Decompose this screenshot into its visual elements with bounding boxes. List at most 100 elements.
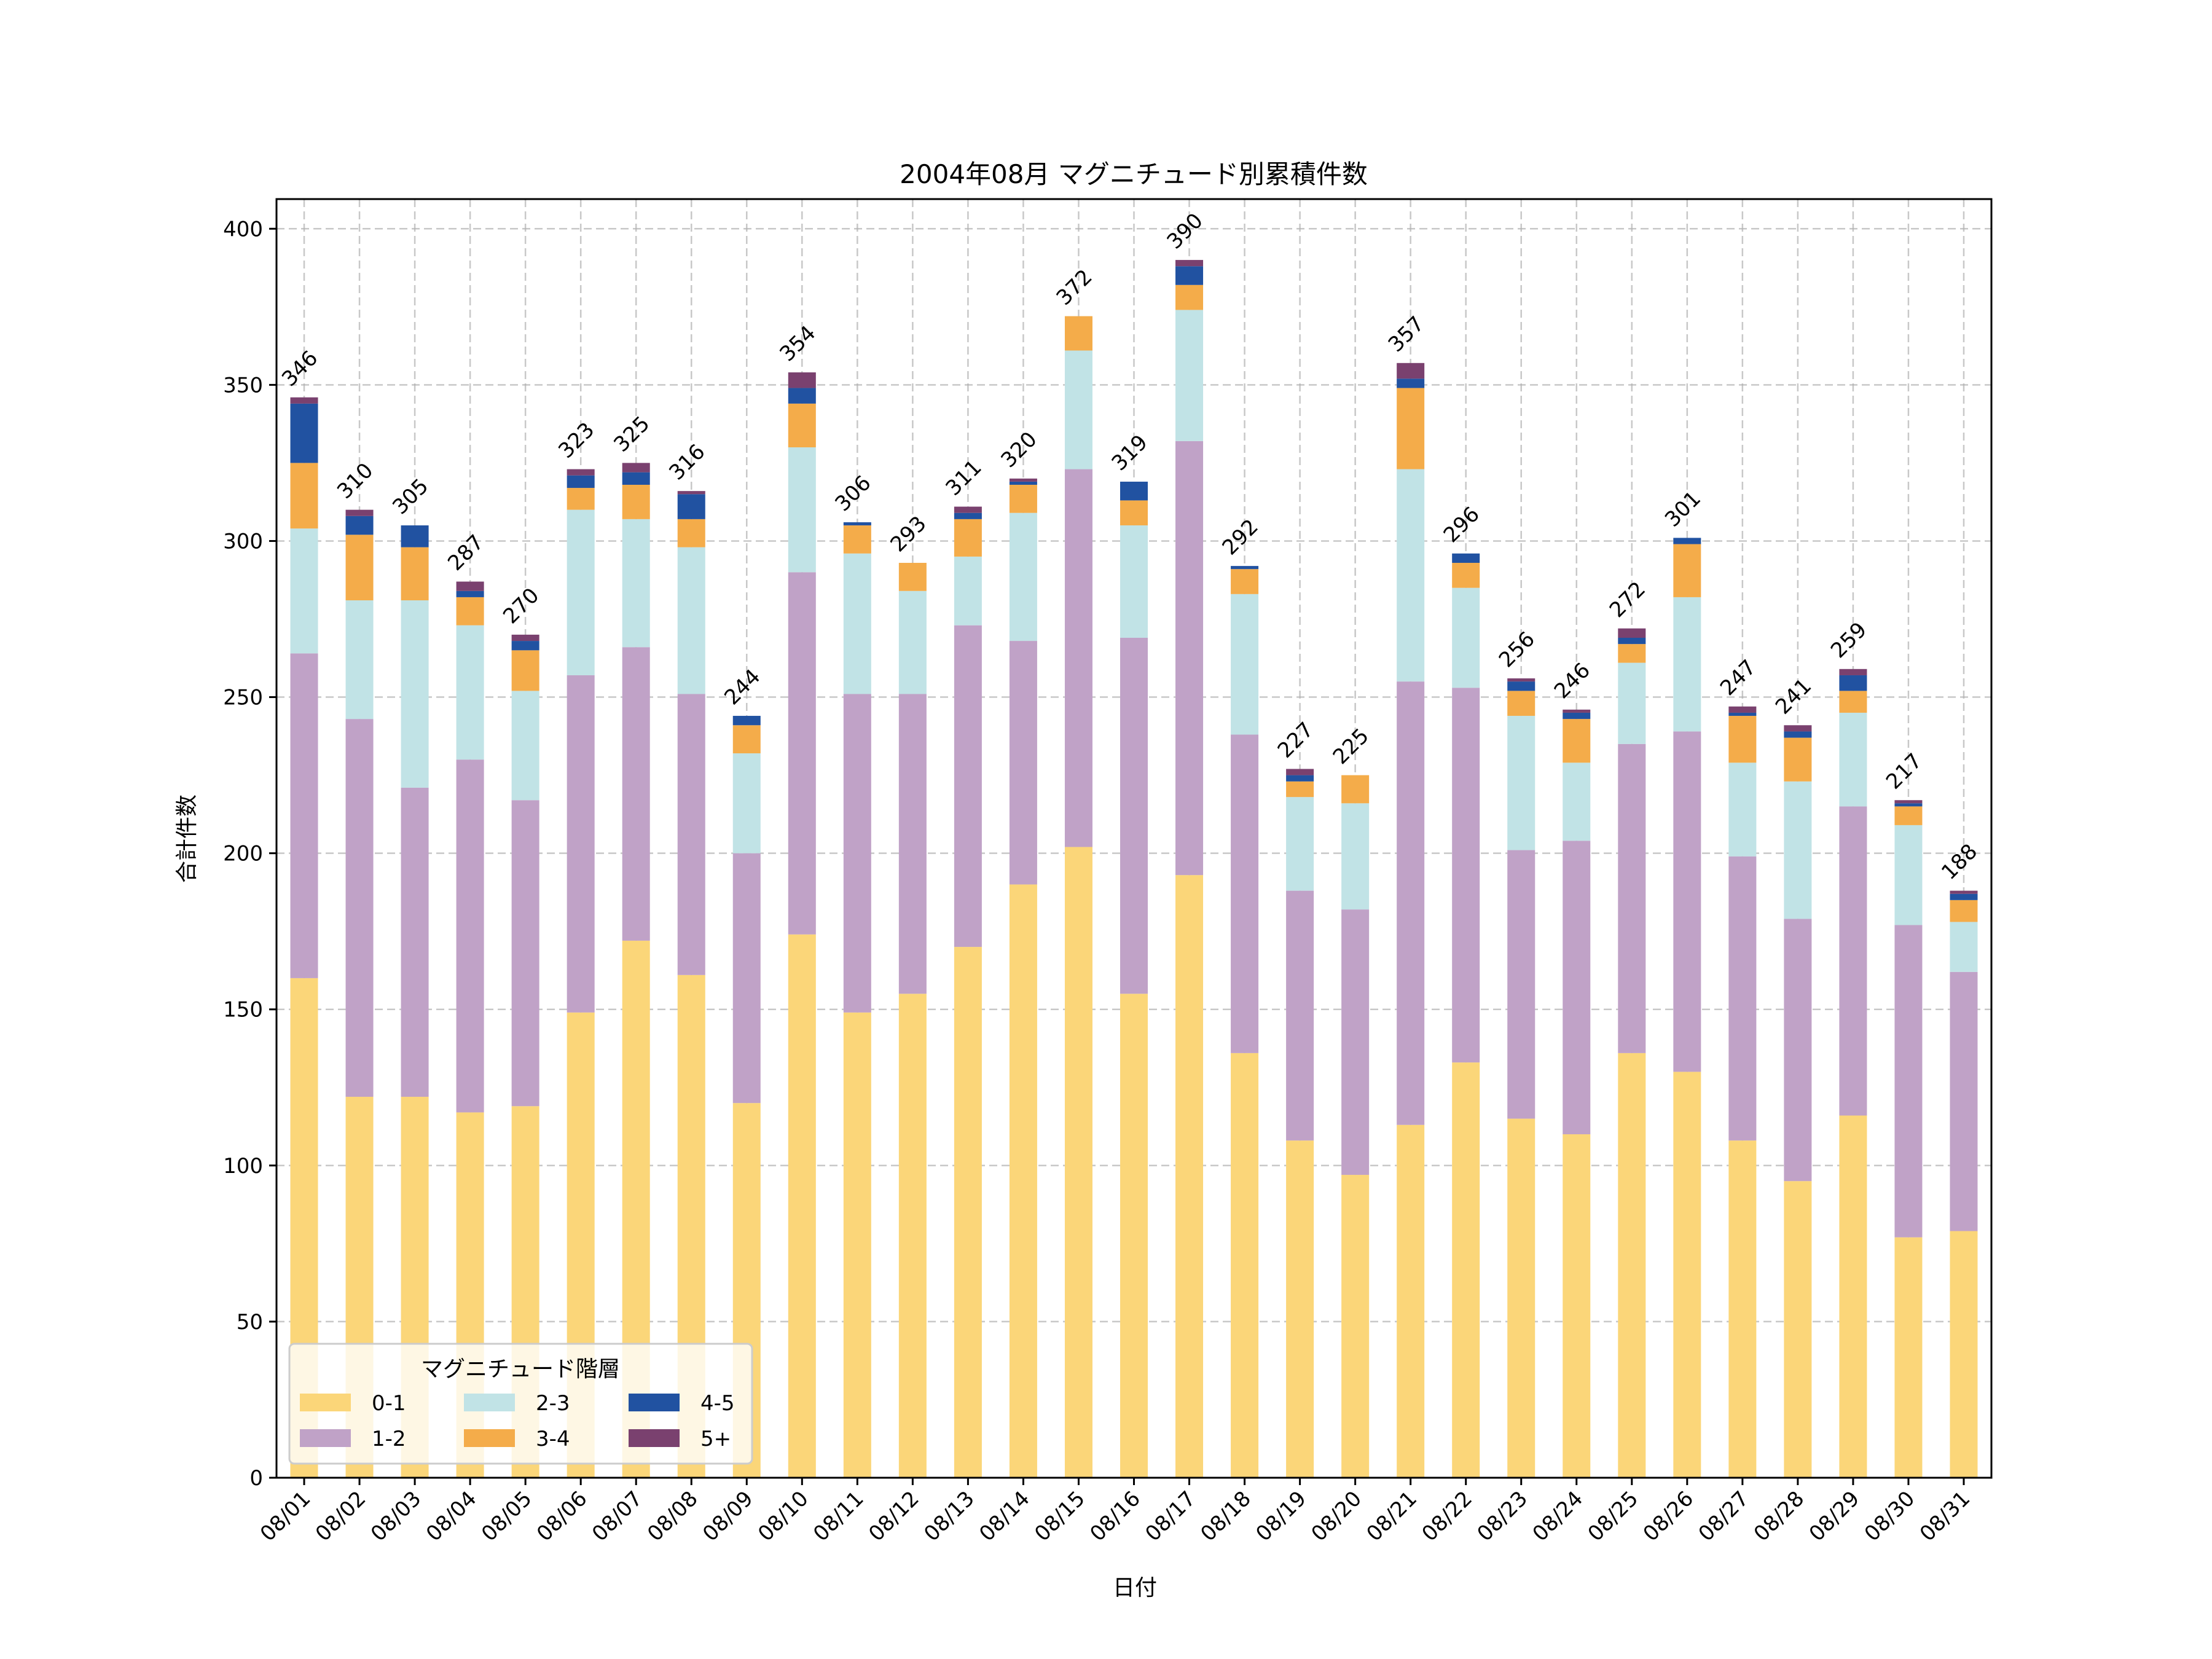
y-tick-label: 50 <box>237 1310 263 1335</box>
bar-segment-5plus-08-10 <box>788 372 816 388</box>
bar-segment-3-4-08-02 <box>345 535 374 601</box>
bar-segment-0-1-08-20 <box>1341 1175 1370 1478</box>
bar-segment-1-2-08-09 <box>732 853 761 1104</box>
bar-segment-4-5-08-06 <box>567 475 595 488</box>
bar-segment-3-4-08-21 <box>1397 388 1425 469</box>
bar-segment-4-5-08-29 <box>1839 675 1867 691</box>
bar-segment-2-3-08-13 <box>954 556 982 626</box>
bar-segment-4-5-08-03 <box>401 525 429 547</box>
bar-segment-3-4-08-13 <box>954 519 982 557</box>
bar-segment-1-2-08-20 <box>1341 909 1370 1175</box>
bar-segment-0-1-08-30 <box>1894 1237 1923 1478</box>
bar-segment-4-5-08-25 <box>1618 637 1646 645</box>
y-tick-label: 300 <box>223 529 263 554</box>
bar-segment-3-4-08-18 <box>1231 569 1259 594</box>
bar-segment-3-4-08-08 <box>677 519 705 547</box>
bar-segment-1-2-08-02 <box>345 719 374 1097</box>
bar-segment-3-4-08-07 <box>622 484 650 519</box>
legend-label-3-4: 3-4 <box>536 1427 570 1451</box>
bar-segment-1-2-08-16 <box>1120 637 1148 994</box>
bar-segment-0-1-08-10 <box>788 934 816 1478</box>
bar-segment-5plus-08-28 <box>1784 725 1812 732</box>
bar-segment-3-4-08-10 <box>788 403 816 448</box>
bar-segment-3-4-08-29 <box>1839 691 1867 713</box>
bar-segment-4-5-08-27 <box>1728 712 1757 716</box>
bar-segment-5plus-08-23 <box>1507 678 1535 682</box>
bar-segment-5plus-08-05 <box>511 634 539 641</box>
bar-segment-5plus-08-06 <box>567 469 595 476</box>
bar-segment-1-2-08-26 <box>1673 731 1701 1072</box>
bar-segment-1-2-08-12 <box>898 694 927 994</box>
bar-segment-4-5-08-16 <box>1120 481 1148 501</box>
bar-segment-5plus-08-27 <box>1728 706 1757 713</box>
y-tick-label: 350 <box>223 373 263 398</box>
bar-segment-0-1-08-24 <box>1563 1134 1591 1478</box>
bar-segment-0-1-08-16 <box>1120 994 1148 1478</box>
bar-segment-3-4-08-14 <box>1009 484 1037 513</box>
bar-segment-2-3-08-03 <box>401 600 429 788</box>
bar-segment-4-5-08-02 <box>345 516 374 535</box>
bar-segment-1-2-08-25 <box>1618 743 1646 1053</box>
legend-label-1-2: 1-2 <box>372 1427 406 1451</box>
legend-swatch-3-4 <box>464 1429 515 1447</box>
bar-segment-3-4-08-31 <box>1950 900 1978 922</box>
bar-segment-3-4-08-22 <box>1452 563 1480 588</box>
bar-segment-1-2-08-11 <box>843 694 871 1013</box>
bar-segment-2-3-08-07 <box>622 519 650 648</box>
bar-segment-0-1-08-14 <box>1009 884 1037 1478</box>
bar-segment-4-5-08-10 <box>788 388 816 404</box>
bar-segment-2-3-08-09 <box>732 753 761 853</box>
bar-segment-1-2-08-31 <box>1950 971 1978 1231</box>
bar-segment-0-1-08-15 <box>1064 847 1092 1478</box>
chart-title: 2004年08月 マグニチュード別累積件数 <box>900 159 1368 189</box>
bar-segment-3-4-08-19 <box>1286 781 1314 798</box>
bar-segment-3-4-08-05 <box>511 650 539 691</box>
bar-segment-5plus-08-21 <box>1397 363 1425 379</box>
bar-segment-3-4-08-28 <box>1784 737 1812 782</box>
y-tick-label: 250 <box>223 686 263 710</box>
legend-swatch-1-2 <box>300 1429 351 1447</box>
bar-segment-2-3-08-15 <box>1064 350 1092 469</box>
bar-segment-2-3-08-31 <box>1950 922 1978 972</box>
bar-segment-1-2-08-17 <box>1175 441 1204 876</box>
legend-swatch-0-1 <box>300 1394 351 1411</box>
bar-segment-3-4-08-09 <box>732 725 761 754</box>
bar-segment-5plus-08-19 <box>1286 769 1314 775</box>
bar-segment-1-2-08-18 <box>1231 734 1259 1053</box>
bar-segment-2-3-08-22 <box>1452 587 1480 688</box>
bar-segment-4-5-08-22 <box>1452 553 1480 563</box>
bar-segment-2-3-08-02 <box>345 600 374 720</box>
bar-segment-1-2-08-03 <box>401 787 429 1097</box>
legend-label-4-5: 4-5 <box>700 1391 735 1416</box>
bar-segment-1-2-08-30 <box>1894 925 1923 1237</box>
bars <box>290 260 1978 1478</box>
bar-segment-5plus-08-13 <box>954 506 982 513</box>
bar-segment-0-1-08-21 <box>1397 1124 1425 1478</box>
bar-segment-3-4-08-23 <box>1507 691 1535 716</box>
bar-segment-1-2-08-04 <box>456 759 484 1113</box>
bar-segment-4-5-08-08 <box>677 494 705 519</box>
bar-segment-4-5-08-26 <box>1673 538 1701 544</box>
bar-segment-5plus-08-25 <box>1618 628 1646 638</box>
legend-title: マグニチュード階層 <box>421 1357 620 1382</box>
bar-segment-3-4-08-17 <box>1175 284 1204 310</box>
bar-segment-5plus-08-02 <box>345 509 374 516</box>
bar-segment-2-3-08-25 <box>1618 662 1646 744</box>
bar-segment-0-1-08-26 <box>1673 1072 1701 1478</box>
bar-segment-0-1-08-25 <box>1618 1053 1646 1478</box>
legend-label-2-3: 2-3 <box>536 1391 570 1416</box>
bar-segment-2-3-08-19 <box>1286 797 1314 891</box>
bar-segment-5plus-08-07 <box>622 463 650 473</box>
bar-segment-2-3-08-21 <box>1397 469 1425 682</box>
bar-segment-5plus-08-29 <box>1839 669 1867 675</box>
bar-segment-5plus-08-08 <box>677 491 705 495</box>
bar-segment-4-5-08-14 <box>1009 481 1037 485</box>
bar-segment-5plus-08-01 <box>290 397 318 404</box>
bar-segment-2-3-08-10 <box>788 447 816 573</box>
bar-segment-1-2-08-13 <box>954 625 982 947</box>
legend-swatch-5plus <box>629 1429 680 1447</box>
bar-segment-0-1-08-19 <box>1286 1140 1314 1478</box>
y-tick-label: 150 <box>223 998 263 1022</box>
bar-segment-4-5-08-05 <box>511 641 539 651</box>
bar-segment-3-4-08-27 <box>1728 716 1757 763</box>
